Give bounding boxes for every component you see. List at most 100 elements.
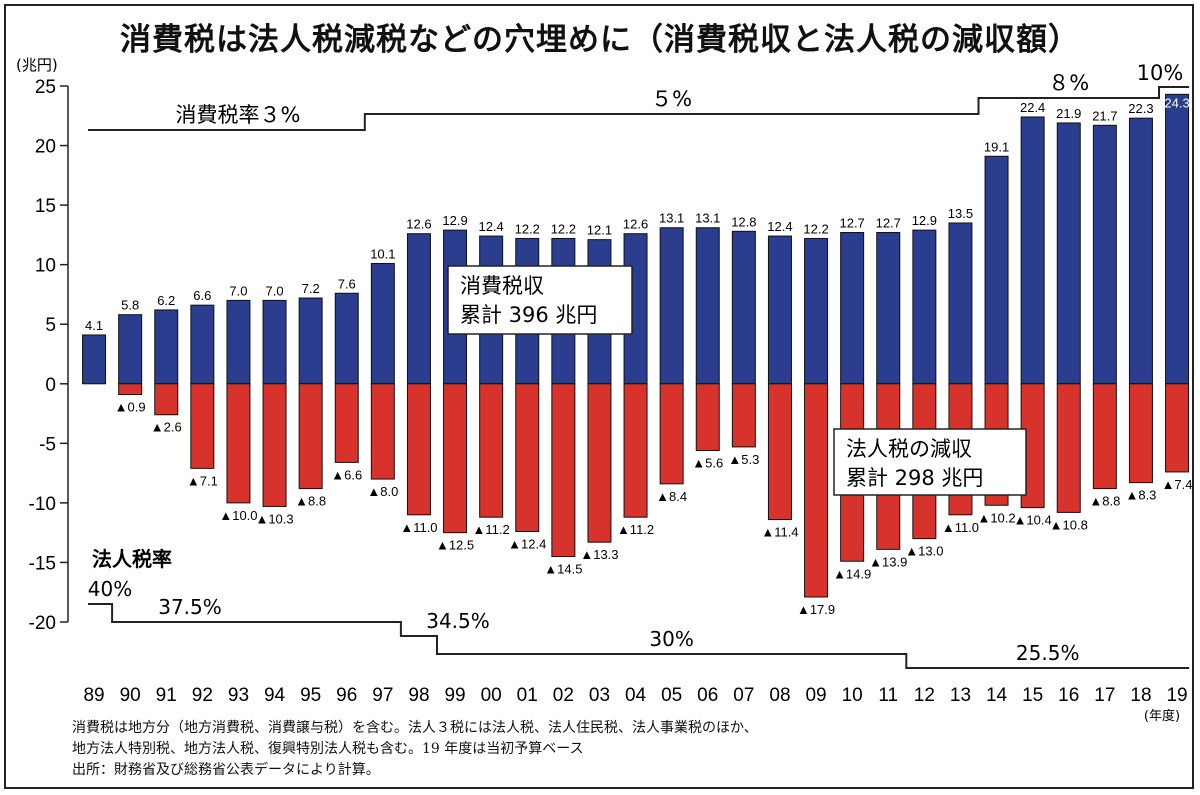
consumption-tax-value-label: 4.1 <box>85 318 103 333</box>
corporate-tax-bar <box>659 383 684 485</box>
corporate-tax-value-label: ▲13.3 <box>580 547 618 562</box>
consumption-tax-value-label: 13.1 <box>695 211 720 226</box>
x-tick-label: 14 <box>986 685 1008 706</box>
corporate-tax-value-label: ▲11.4 <box>761 525 798 540</box>
consumption-tax-value-label: 6.6 <box>193 288 211 303</box>
x-tick-label: 13 <box>950 685 971 706</box>
corporate-tax-value-label: ▲13.9 <box>869 554 907 569</box>
consumption-tax-value-label: 12.9 <box>442 213 467 228</box>
x-tick-label: 99 <box>444 685 465 706</box>
consumption-tax-value-label: 7.6 <box>338 276 356 291</box>
consumption-tax-bar <box>1020 116 1045 385</box>
consumption-tax-bar <box>912 229 937 385</box>
corporate-tax-value-label: ▲8.3 <box>1125 488 1156 503</box>
consumption-tax-value-label: 13.5 <box>948 206 973 221</box>
corporate-tax-bar <box>623 383 648 518</box>
corporate-tax-bar <box>1128 383 1153 484</box>
consumption-tax-value-label: 21.7 <box>1092 108 1117 123</box>
corporate-tax-value-label: ▲11.0 <box>942 520 979 535</box>
y-unit-label: (兆円) <box>16 56 58 74</box>
x-tick-label: 00 <box>481 685 502 706</box>
corporate-tax-value-label: ▲10.4 <box>1014 513 1052 528</box>
consumption-tax-value-label: 7.0 <box>266 283 284 298</box>
annotation-line-2: 累計 298 兆円 <box>846 466 983 490</box>
x-tick-label: 01 <box>517 685 538 706</box>
x-tick-label: 04 <box>625 685 647 706</box>
x-tick-label: 15 <box>1022 685 1043 706</box>
x-tick-label: 91 <box>156 685 177 706</box>
footnote-line-1: 消費税は地方分（地方消費税、消費譲与税）を含む。法人３税には法人税、法人住民税、… <box>72 720 758 736</box>
corporate-tax-rate-line <box>88 603 1190 669</box>
consumption-tax-bar <box>1092 124 1117 385</box>
corporate-tax-value-label: ▲11.2 <box>617 522 654 537</box>
y-tick-label: 20 <box>35 137 56 158</box>
x-tick-label: 10 <box>842 685 863 706</box>
consumption-tax-value-label: 12.4 <box>767 219 792 234</box>
corporate-tax-rate-label: 37.5% <box>158 595 222 619</box>
corporate-tax-value-label: ▲8.0 <box>367 484 398 499</box>
x-tick-label: 98 <box>408 685 429 706</box>
consumption-tax-value-label: 10.1 <box>370 246 395 261</box>
x-tick-label: 07 <box>733 685 754 706</box>
chart-title: 消費税は法人税減税などの穴埋めに（消費税収と法人税の減収額） <box>120 22 1080 58</box>
consumption-tax-value-label: 12.2 <box>515 221 540 236</box>
consumption-tax-value-label: 12.6 <box>623 217 648 232</box>
consumption-tax-bar <box>804 237 829 385</box>
consumption-tax-bar <box>1056 122 1081 385</box>
corporate-tax-value-label: ▲5.6 <box>692 455 723 470</box>
x-tick-label: 19 <box>1166 685 1187 706</box>
chart-frame <box>4 4 1194 789</box>
corporate-tax-value-label: ▲11.0 <box>400 520 437 535</box>
corporate-tax-bar <box>1092 383 1117 490</box>
consumption-tax-bar <box>370 262 395 385</box>
consumption-tax-value-label: 12.6 <box>406 217 431 232</box>
annotation-line-1: 法人税の減収 <box>846 437 972 461</box>
x-tick-label: 93 <box>228 685 249 706</box>
corporate-tax-bar <box>804 383 829 598</box>
consumption-tax-bar <box>226 299 251 385</box>
consumption-tax-value-label: 7.2 <box>302 281 320 296</box>
consumption-tax-bar <box>840 232 865 385</box>
y-tick-label: 15 <box>35 196 56 217</box>
y-tick-label: -20 <box>29 613 56 634</box>
x-tick-label: 06 <box>697 685 718 706</box>
corporate-tax-bar <box>695 383 720 451</box>
x-tick-label: 05 <box>661 685 682 706</box>
annotation-line-2: 累計 396 兆円 <box>460 303 597 327</box>
consumption-tax-rate-label: ８% <box>1048 71 1089 95</box>
y-tick-label: 0 <box>45 375 56 396</box>
corporate-tax-value-label: ▲14.5 <box>544 561 582 576</box>
consumption-tax-rate-label: 10% <box>1137 61 1184 85</box>
corporate-tax-bar <box>479 383 504 518</box>
consumption-tax-bar <box>406 233 431 385</box>
consumption-tax-bar <box>334 292 359 385</box>
corporate-tax-value-label: ▲7.4 <box>1162 477 1193 492</box>
y-tick-label: 10 <box>35 256 56 277</box>
consumption-tax-value-label: 24.3 <box>1164 95 1189 110</box>
x-tick-label: 18 <box>1130 685 1151 706</box>
annotation-line-1: 消費税収 <box>460 274 544 298</box>
corporate-tax-value-label: ▲0.9 <box>115 399 146 414</box>
consumption-tax-value-label: 6.2 <box>157 293 175 308</box>
consumption-tax-rate-label: ５% <box>651 87 692 111</box>
corporate-tax-value-label: ▲8.4 <box>656 489 687 504</box>
corporate-tax-bar <box>262 383 287 507</box>
corporate-tax-bar <box>1056 383 1081 513</box>
corporate-tax-bar <box>154 383 179 416</box>
consumption-tax-value-label: 12.4 <box>478 219 503 234</box>
annotation-box <box>833 428 1027 496</box>
x-tick-label: 90 <box>120 685 141 706</box>
x-tick-label: 96 <box>336 685 357 706</box>
corporate-tax-value-label: ▲6.6 <box>331 467 362 482</box>
corporate-tax-rate-label: 40% <box>88 577 132 601</box>
corporate-tax-value-label: ▲10.2 <box>977 510 1015 525</box>
x-tick-label: 09 <box>805 685 826 706</box>
consumption-tax-value-label: 22.4 <box>1020 100 1045 115</box>
corporate-tax-bar <box>587 383 612 543</box>
consumption-tax-bar <box>659 227 684 385</box>
consumption-tax-bar <box>118 314 143 385</box>
consumption-tax-bar <box>190 304 215 385</box>
corporate-tax-value-label: ▲10.8 <box>1050 517 1088 532</box>
corporate-tax-value-label: ▲10.3 <box>255 511 293 526</box>
corporate-tax-value-label: ▲2.6 <box>151 420 182 435</box>
